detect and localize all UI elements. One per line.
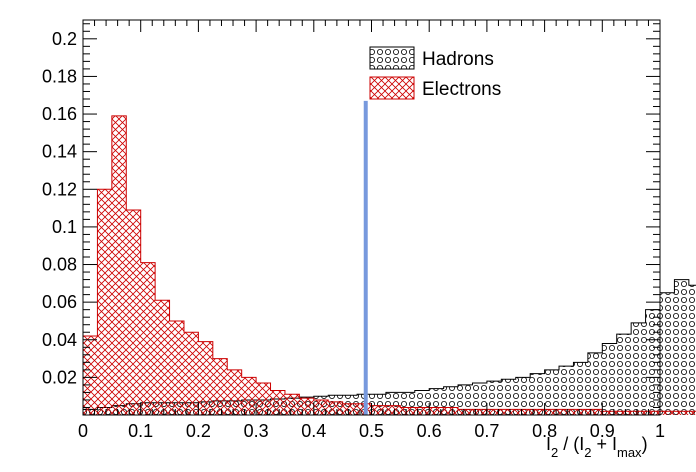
x-axis-label-subscript: 2 bbox=[551, 445, 558, 460]
x-axis-label-subscript: 2 bbox=[584, 445, 591, 460]
y-tick-label: 0.14 bbox=[42, 142, 77, 162]
series-outline bbox=[82, 115, 696, 415]
plot-area bbox=[82, 115, 696, 415]
x-tick-label: 1 bbox=[655, 421, 665, 441]
series-fill bbox=[83, 279, 696, 415]
x-axis-label-text: ) bbox=[642, 434, 648, 454]
legend-entry-hadrons: Hadrons bbox=[369, 46, 494, 70]
x-tick-label: 0.2 bbox=[186, 421, 211, 441]
legend-label: Electrons bbox=[422, 79, 501, 100]
legend-swatch bbox=[369, 76, 415, 100]
x-axis-label: I2 / (I2 + Imax) bbox=[546, 434, 648, 460]
x-tick-label: 0.9 bbox=[590, 421, 615, 441]
x-tick-label: 0.6 bbox=[417, 421, 442, 441]
y-tick-label: 0.18 bbox=[42, 66, 77, 86]
x-axis-label-text: + I bbox=[591, 434, 617, 454]
x-tick-label: 0.7 bbox=[474, 421, 499, 441]
y-tick-label: 0.08 bbox=[42, 255, 77, 275]
series-fill bbox=[83, 115, 696, 415]
y-tick-label: 0.12 bbox=[42, 179, 77, 199]
x-tick-label: 0.3 bbox=[244, 421, 269, 441]
series-electrons bbox=[82, 115, 696, 415]
y-tick-label: 0.04 bbox=[42, 330, 77, 350]
legend: Hadrons Electrons bbox=[369, 46, 501, 100]
y-tick-label: 0.2 bbox=[52, 29, 77, 49]
legend-label: Hadrons bbox=[422, 49, 494, 70]
x-tick-label: 0.1 bbox=[128, 421, 153, 441]
x-tick-label: 0 bbox=[78, 421, 88, 441]
x-tick-label: 0.5 bbox=[359, 421, 384, 441]
x-axis-label-subscript: max bbox=[617, 445, 642, 460]
y-tick-label: 0.02 bbox=[42, 367, 77, 387]
x-axis-label-text: / (I bbox=[558, 434, 584, 454]
y-tick-label: 0.16 bbox=[42, 104, 77, 124]
x-tick-label: 0.4 bbox=[301, 421, 326, 441]
y-tick-label: 0.1 bbox=[52, 217, 77, 237]
x-axis-label-text: I bbox=[546, 434, 551, 454]
axes bbox=[82, 19, 661, 416]
legend-swatch bbox=[369, 46, 415, 70]
x-tick-label: 0.8 bbox=[532, 421, 557, 441]
axis-labels: 0 0.1 0.2 0.3 0.4 0.5 0.6 0.7 0.8 0.9 1 0.02 0.04 0.0… bbox=[42, 29, 665, 460]
y-tick-label: 0.06 bbox=[42, 292, 77, 312]
legend-entry-electrons: Electrons bbox=[369, 76, 501, 100]
